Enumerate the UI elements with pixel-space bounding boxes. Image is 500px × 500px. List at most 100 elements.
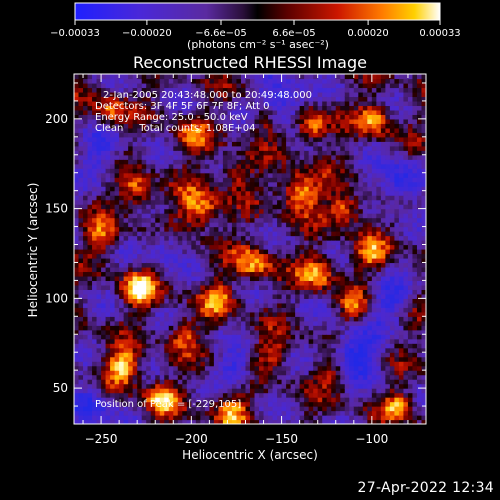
heatmap-cell [83,177,89,183]
heatmap-cell [195,320,201,326]
heatmap-cell [353,356,359,362]
heatmap-cell [141,361,147,367]
heatmap-cell [83,100,89,107]
heatmap-cell [87,253,93,259]
heatmap-cell [304,186,310,192]
heatmap-cell [132,82,138,89]
heatmap-cell [182,379,188,385]
heatmap-cell [358,145,364,151]
heatmap-cell [132,100,138,107]
heatmap-cell [304,410,310,416]
heatmap-cell [132,253,138,259]
heatmap-cell [173,280,179,286]
heatmap-cell [101,208,107,214]
heatmap-cell [277,114,283,120]
heatmap-cell [146,208,152,214]
heatmap-cell [209,392,215,398]
heatmap-cell [186,235,192,241]
heatmap-cell [268,208,274,214]
heatmap-cell [209,365,215,371]
heatmap-cell [119,302,125,308]
heatmap-cell [272,374,278,380]
heatmap-cell [195,356,201,362]
heatmap-cell [141,226,147,232]
heatmap-cell [168,186,174,192]
heatmap-cell [218,96,224,102]
heatmap-cell [317,410,323,416]
heatmap-cell [182,374,188,380]
heatmap-cell [173,127,179,133]
heatmap-cell [213,325,220,331]
heatmap-cell [326,199,332,205]
heatmap-cell [87,181,93,187]
heatmap-cell [254,87,260,93]
heatmap-cell [213,109,220,115]
heatmap-cell [182,298,188,304]
heatmap-cell [101,374,107,380]
heatmap-cell [182,100,188,107]
heatmap-cell [308,352,314,358]
heatmap-cell [173,374,179,380]
heatmap-cell [358,383,364,389]
heatmap-cell [277,365,283,371]
heatmap-cell [308,271,314,277]
heatmap-cell [222,114,229,120]
heatmap-cell [308,127,314,133]
heatmap-cell [236,136,242,142]
heatmap-cell [83,208,89,214]
heatmap-cell [277,163,283,169]
heatmap-cell [177,253,183,259]
heatmap-cell [349,136,355,142]
heatmap-cell [177,235,183,241]
heatmap-cell [128,365,134,371]
heatmap-cell [349,145,355,151]
heatmap-cell [304,347,310,353]
heatmap-cell [186,222,192,228]
heatmap-cell [308,338,314,344]
heatmap-cell [74,347,80,353]
heatmap-cell [240,118,247,124]
heatmap-cell [110,275,116,282]
heatmap-cell [195,271,201,277]
heatmap-cell [290,320,296,326]
heatmap-cell [164,96,170,102]
heatmap-cell [236,82,242,89]
heatmap-cell [308,109,314,115]
heatmap-cell [268,275,274,282]
heatmap-cell [281,163,287,169]
heatmap-cell [155,419,161,424]
heatmap-cell [128,199,134,205]
heatmap-cell [304,419,310,424]
heatmap-cell [344,226,350,232]
heatmap-cell [286,163,292,169]
heatmap-cell [231,217,238,223]
heatmap-cell [209,316,215,322]
heatmap-cell [105,91,111,98]
heatmap-cell [250,293,256,299]
heatmap-cell [119,181,125,187]
heatmap-cell [83,244,89,250]
heatmap-cell [137,347,143,353]
heatmap-cell [168,204,174,210]
heatmap-cell [87,284,93,290]
heatmap-cell [353,109,359,115]
heatmap-cell [105,181,111,187]
heatmap-cell [272,365,278,371]
heatmap-cell [222,235,229,241]
heatmap-cell [191,271,197,277]
heatmap-cell [168,271,174,277]
heatmap-cell [313,307,319,313]
heatmap-cell [159,397,165,403]
heatmap-cell [295,217,301,223]
heatmap-cell [78,150,84,156]
heatmap-cell [182,190,188,196]
heatmap-cell [92,74,98,80]
heatmap-cell [250,415,256,421]
heatmap-cell [159,145,165,151]
heatmap-cell [173,150,179,156]
heatmap-cell [182,168,188,174]
heatmap-cell [218,271,224,277]
heatmap-cell [177,262,183,268]
heatmap-cell [313,370,319,376]
heatmap-cell [200,406,206,412]
